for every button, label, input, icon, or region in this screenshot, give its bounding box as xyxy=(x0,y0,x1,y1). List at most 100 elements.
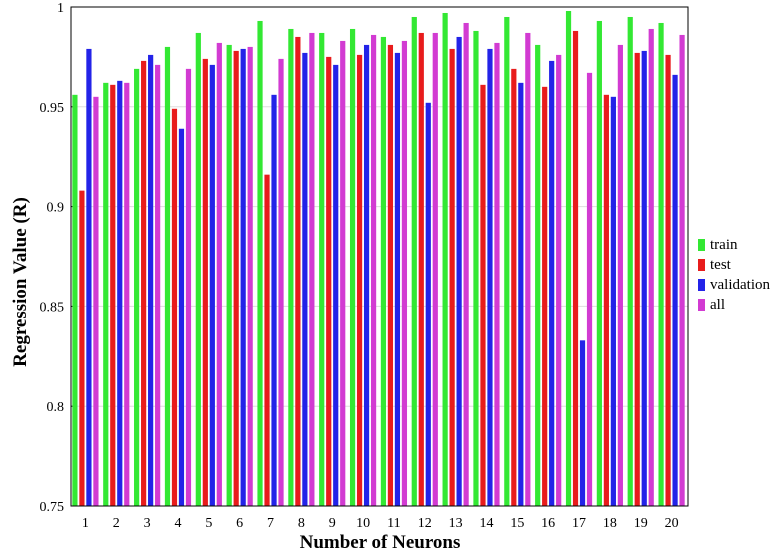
bar-all xyxy=(586,72,593,507)
bar-test xyxy=(634,52,640,507)
bar-train xyxy=(257,20,263,507)
x-tick-label: 9 xyxy=(329,516,336,531)
x-tick-label: 7 xyxy=(267,516,274,531)
bar-validation xyxy=(178,128,185,507)
bar-test xyxy=(665,54,671,507)
legend-label: validation xyxy=(710,276,770,293)
bar-all xyxy=(525,32,531,507)
bar-test xyxy=(542,86,548,506)
bar-test xyxy=(511,68,517,506)
bar-all xyxy=(463,22,469,507)
x-tick-label: 2 xyxy=(113,516,120,531)
bar-test xyxy=(141,60,147,506)
bar-validation xyxy=(302,52,308,507)
legend-item-validation: validation xyxy=(698,275,774,295)
x-tick-label: 16 xyxy=(541,516,555,531)
bar-all xyxy=(155,64,161,506)
bar-all xyxy=(401,40,408,506)
legend: train test validation all xyxy=(698,235,774,315)
legend-swatch xyxy=(698,239,705,251)
bar-test xyxy=(449,48,455,506)
bar-all xyxy=(185,68,192,506)
bar-all xyxy=(247,46,253,507)
bar-validation xyxy=(610,96,616,506)
bar-validation xyxy=(672,74,678,506)
bar-train xyxy=(627,16,633,506)
bar-validation xyxy=(240,48,246,506)
bar-test xyxy=(202,58,208,507)
bar-all xyxy=(93,96,99,506)
legend-label: test xyxy=(710,256,731,273)
bar-validation xyxy=(86,48,92,506)
bar-train xyxy=(72,94,78,506)
legend-item-train: train xyxy=(698,235,774,255)
bar-validation xyxy=(579,340,586,506)
bar-test xyxy=(356,54,363,507)
bar-all xyxy=(340,40,346,506)
bar-train xyxy=(658,22,664,507)
bar-all xyxy=(309,32,315,507)
bar-validation xyxy=(456,36,462,506)
y-tick-label: 0.9 xyxy=(47,201,65,216)
legend-item-test: test xyxy=(698,255,774,275)
bar-validation xyxy=(271,94,277,506)
x-tick-label: 15 xyxy=(510,516,524,531)
bar-test xyxy=(171,108,178,507)
bar-all xyxy=(370,34,377,506)
bar-train xyxy=(411,16,417,506)
bar-test xyxy=(603,94,609,506)
bar-train xyxy=(349,28,356,507)
legend-label: all xyxy=(710,296,725,313)
bar-validation xyxy=(425,102,431,507)
bar-validation xyxy=(549,60,555,506)
bar-train xyxy=(504,16,510,506)
bar-test xyxy=(79,190,85,506)
bar-train xyxy=(134,68,140,506)
bar-validation xyxy=(148,54,154,507)
x-tick-label: 20 xyxy=(665,516,679,531)
bar-train xyxy=(195,32,201,507)
bar-all xyxy=(617,44,623,506)
legend-item-all: all xyxy=(698,295,774,315)
x-tick-label: 8 xyxy=(298,516,305,531)
x-tick-label: 19 xyxy=(634,516,648,531)
x-tick-label: 13 xyxy=(449,516,463,531)
bar-train xyxy=(319,32,325,507)
bar-train xyxy=(288,28,294,507)
x-tick-label: 5 xyxy=(205,516,212,531)
bar-train xyxy=(596,20,602,507)
bar-train xyxy=(103,82,109,507)
legend-label: train xyxy=(710,236,738,253)
legend-swatch xyxy=(698,279,705,291)
x-axis-label: Number of Neurons xyxy=(299,532,461,553)
bar-validation xyxy=(518,82,524,507)
bar-validation xyxy=(641,50,647,507)
y-tick-label: 1 xyxy=(57,1,64,16)
plot-frame xyxy=(70,6,689,507)
bar-test xyxy=(110,84,116,507)
bar-train xyxy=(442,12,448,506)
y-tick-label: 0.8 xyxy=(47,400,65,415)
bar-train xyxy=(226,44,232,506)
bar-train xyxy=(535,44,541,506)
bar-all xyxy=(648,28,654,507)
bar-test xyxy=(295,36,301,506)
bar-train xyxy=(473,30,479,507)
legend-swatch xyxy=(698,259,705,271)
bar-test xyxy=(480,84,486,507)
x-tick-label: 12 xyxy=(418,516,432,531)
x-tick-label: 3 xyxy=(144,516,151,531)
bar-train xyxy=(380,36,387,506)
bar-test xyxy=(572,30,579,507)
bar-all xyxy=(556,54,562,507)
bar-train xyxy=(565,10,572,506)
x-tick-label: 18 xyxy=(603,516,617,531)
x-tick-label: 11 xyxy=(387,516,400,531)
bar-test xyxy=(326,56,332,507)
bar-validation xyxy=(394,52,401,507)
x-tick-label: 14 xyxy=(479,516,493,531)
bar-test xyxy=(418,32,424,507)
bar-all xyxy=(679,34,685,506)
